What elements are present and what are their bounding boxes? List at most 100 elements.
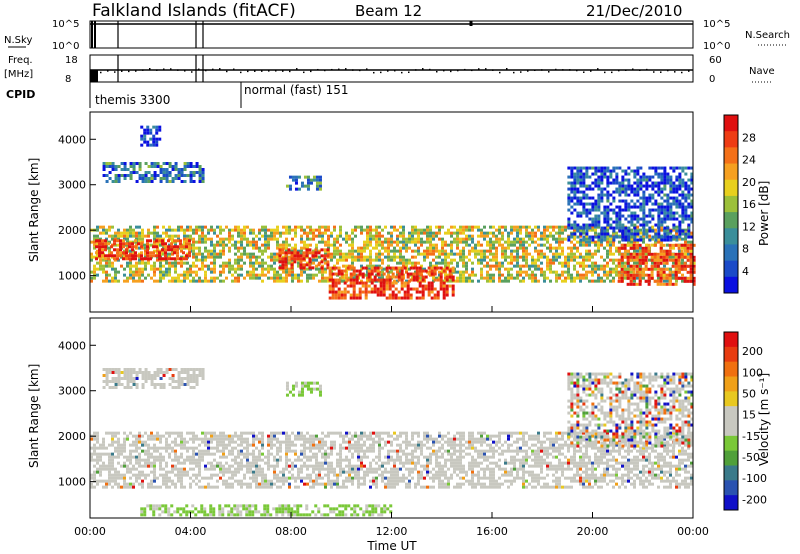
heatmap-cell: [659, 276, 663, 280]
heatmap-cell: [429, 249, 432, 253]
heatmap-cell: [439, 266, 443, 270]
heatmap-cell: [690, 205, 694, 209]
heatmap-cell: [354, 249, 357, 253]
heatmap-cell: [291, 443, 294, 447]
heatmap-cell: [134, 251, 138, 255]
heatmap-cell: [663, 193, 667, 197]
heatmap-cell: [153, 437, 156, 441]
heatmap-cell: [579, 214, 583, 218]
heatmap-cell: [692, 279, 696, 283]
heatmap-cell: [267, 246, 270, 250]
heatmap-cell: [513, 258, 516, 262]
heatmap-cell: [603, 208, 607, 212]
heatmap-cell: [570, 252, 573, 256]
heatmap-cell: [630, 214, 634, 218]
heatmap-cell: [228, 485, 231, 489]
heatmap-cell: [689, 258, 693, 262]
heatmap-cell: [579, 181, 583, 185]
heatmap-cell: [627, 178, 631, 182]
heatmap-cell: [477, 249, 480, 253]
heatmap-cell: [378, 249, 381, 253]
heatmap-cell: [414, 255, 417, 259]
heatmap-cell: [222, 261, 225, 265]
heatmap-cell: [279, 476, 282, 480]
heatmap-cell: [219, 434, 222, 438]
heatmap-cell: [555, 240, 558, 244]
heatmap-cell: [102, 162, 106, 165]
heatmap-cell: [660, 175, 664, 179]
heatmap-cell: [261, 467, 264, 471]
heatmap-cell: [156, 165, 160, 168]
heatmap-cell: [303, 452, 306, 456]
heatmap-cell: [288, 273, 291, 277]
heatmap-cell: [618, 184, 622, 188]
heatmap-cell: [129, 231, 132, 235]
heatmap-cell: [690, 193, 694, 197]
heatmap-cell: [573, 252, 576, 256]
heatmap-cell: [654, 166, 658, 170]
heatmap-cell: [430, 284, 434, 288]
heatmap-cell: [132, 252, 135, 256]
heatmap-cell: [501, 255, 504, 259]
heatmap-cell: [433, 272, 437, 276]
heatmap-cell: [303, 476, 306, 480]
heatmap-cell: [381, 240, 384, 244]
heatmap-cell: [255, 273, 258, 277]
heatmap-cell: [198, 458, 201, 462]
heatmap-cell: [300, 270, 303, 274]
heatmap-cell: [351, 243, 354, 247]
heatmap-cell: [114, 440, 117, 444]
heatmap-cell: [135, 225, 138, 229]
heatmap-cell: [606, 193, 610, 197]
heatmap-cell: [439, 278, 443, 282]
heatmap-cell: [564, 270, 567, 274]
heatmap-cell: [387, 243, 390, 247]
heatmap-cell: [228, 470, 231, 474]
heatmap-cell: [366, 276, 369, 280]
heatmap-cell: [684, 172, 688, 176]
heatmap-cell: [144, 440, 147, 444]
heatmap-cell: [636, 193, 640, 197]
heatmap-cell: [424, 269, 428, 273]
heatmap-cell: [183, 276, 186, 280]
heatmap-cell: [174, 165, 178, 168]
heatmap-cell: [629, 267, 633, 271]
heatmap-cell: [255, 267, 258, 271]
heatmap-cell: [93, 464, 96, 468]
heatmap-cell: [246, 455, 249, 459]
heatmap-cell: [678, 249, 681, 253]
heatmap-cell: [588, 258, 591, 262]
heatmap-cell: [189, 228, 192, 232]
heatmap-cell: [132, 231, 135, 235]
heatmap-cell: [615, 211, 619, 215]
heatmap-cell: [582, 273, 585, 277]
heatmap-cell: [671, 258, 675, 262]
heatmap-cell: [189, 461, 192, 465]
heatmap-cell: [249, 476, 252, 480]
heatmap-cell: [93, 446, 96, 450]
heatmap-cell: [635, 282, 639, 286]
heatmap-cell: [339, 234, 342, 238]
heatmap-cell: [180, 452, 183, 456]
heatmap-cell: [320, 260, 324, 264]
heatmap-cell: [294, 437, 297, 441]
heatmap-cell: [354, 255, 357, 259]
heatmap-cell: [489, 240, 492, 244]
heatmap-cell: [114, 276, 117, 280]
heatmap-cell: [477, 243, 480, 247]
heatmap-cell: [219, 228, 222, 232]
heatmap-cell: [594, 199, 598, 203]
heatmap-cell: [408, 246, 411, 250]
heatmap-cell: [378, 240, 381, 244]
heatmap-cell: [543, 225, 546, 229]
heatmap-cell: [255, 258, 258, 262]
heatmap-cell: [594, 249, 597, 253]
heatmap-cell: [522, 264, 525, 268]
heatmap-cell: [636, 217, 640, 221]
heatmap-cell: [129, 240, 132, 244]
heatmap-cell: [579, 255, 582, 259]
heatmap-cell: [246, 240, 249, 244]
heatmap-cell: [603, 187, 607, 191]
heatmap-cell: [636, 246, 639, 250]
heatmap-cell: [627, 166, 631, 170]
